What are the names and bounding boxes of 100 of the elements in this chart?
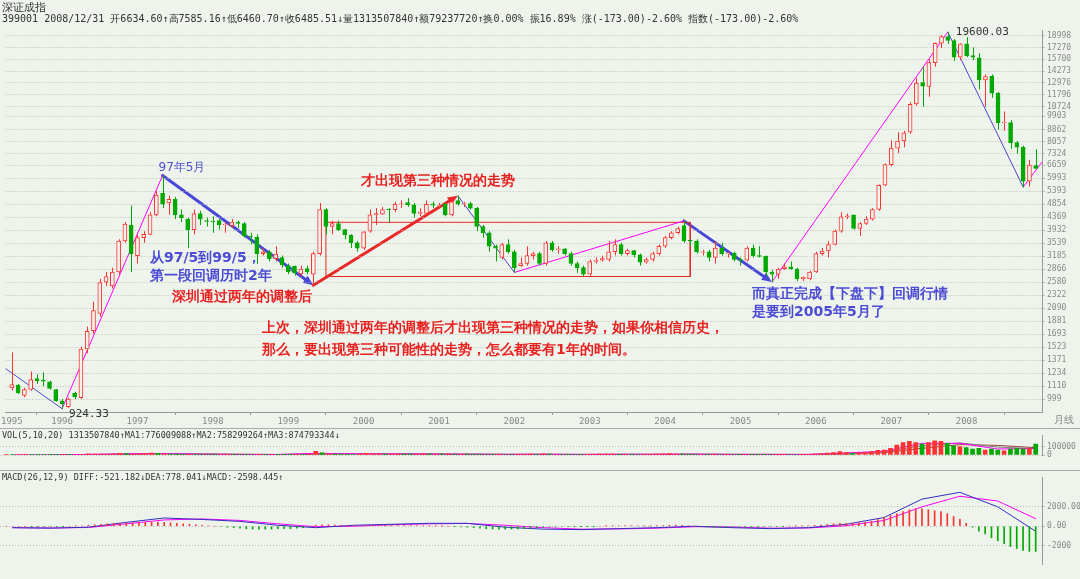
y-tick-label: 12976: [1047, 77, 1072, 87]
annotation: 是要到2005年5月了: [752, 302, 885, 320]
candlestick: [876, 183, 882, 212]
chart-title: 深证成指: [2, 0, 46, 14]
y-tick-label: 2000.00: [1047, 501, 1080, 511]
annotation: 深圳通过两年的调整后: [172, 287, 313, 306]
bar: [957, 446, 963, 455]
y-tick-label: 8057: [1047, 136, 1067, 146]
candlestick: [223, 221, 228, 234]
x-axis-title: 月线: [1054, 413, 1074, 427]
x-tick-label: 1996: [51, 415, 73, 426]
candlestick: [713, 240, 718, 265]
x-tick-label: 2003: [578, 415, 601, 426]
candlestick: [895, 131, 900, 154]
y-tick-label: 10724: [1047, 101, 1072, 111]
candlestick: [311, 251, 316, 286]
candlestick: [28, 370, 34, 392]
y-tick-label: 2866: [1047, 264, 1067, 274]
y-tick-label: 1371: [1047, 355, 1067, 365]
y-tick-label: 9903: [1047, 111, 1067, 121]
annotation: 那么，要出现第三种可能性的走势，怎么都要有1年的时间。: [262, 340, 636, 358]
y-tick-label: 3185: [1047, 251, 1067, 261]
candlestick: [932, 42, 938, 68]
x-tick-label: 1999: [277, 415, 300, 426]
candlestick: [983, 73, 988, 108]
candlestick: [1001, 110, 1007, 132]
annotation: 才出现第三种情况的走势: [360, 170, 515, 189]
y-tick-label: 8862: [1047, 125, 1067, 135]
annotation: 第一段回调历时2年: [150, 266, 272, 284]
candlestick: [1027, 159, 1032, 188]
x-tick-label: 2005: [729, 415, 752, 426]
candlestick: [512, 249, 517, 273]
candlestick: [543, 240, 549, 267]
y-tick-label: 3539: [1047, 238, 1067, 248]
y-tick-label: 4854: [1047, 199, 1067, 209]
candlestick: [1008, 119, 1013, 150]
y-tick-label: 0.00: [1047, 521, 1067, 531]
y-tick-label: 18998: [1047, 30, 1072, 40]
y-tick-label: 2090: [1047, 303, 1067, 313]
y-tick-label: 1234: [1047, 368, 1067, 378]
x-tick-label: 1998: [202, 415, 224, 426]
y-tick-label: 2580: [1047, 277, 1067, 287]
annotation: 19600.03: [955, 24, 1009, 38]
x-tick-label: 2002: [503, 415, 526, 426]
candlestick: [606, 240, 611, 262]
y-tick-label: 2322: [1047, 290, 1067, 300]
candlestick: [914, 77, 919, 107]
candlestick: [210, 215, 216, 234]
bar: [1020, 448, 1026, 455]
y-tick-label: 15700: [1047, 54, 1072, 64]
candlestick: [486, 230, 492, 253]
bar: [843, 452, 849, 455]
y-tick-label: 17270: [1047, 42, 1072, 52]
y-tick-label: 1881: [1047, 316, 1067, 326]
y-tick-label: 5993: [1047, 173, 1067, 183]
x-tick-label: 2007: [880, 415, 903, 426]
y-tick-label: -2000: [1047, 540, 1072, 550]
y-tick-label: 100000: [1047, 441, 1077, 451]
x-tick-label: 1995: [0, 415, 23, 426]
y-tick-label: 999: [1047, 394, 1062, 404]
candlestick: [888, 139, 894, 167]
x-tick-label: 2008: [955, 415, 978, 426]
y-tick-label: 7324: [1047, 148, 1067, 158]
annotation: 上次，深圳通过两年的调整后才出现第三种情况的走势，如果你相信历史，: [262, 318, 724, 336]
y-tick-label: 1693: [1047, 329, 1067, 339]
annotation: 而真正完成【下盘下】回调行情: [751, 284, 948, 303]
candlestick: [91, 301, 96, 335]
candlestick: [185, 217, 191, 249]
candlestick: [110, 267, 115, 289]
annotation: 97年5月: [158, 159, 206, 174]
chart-subtitle: 399001 2008/12/31 开6634.60↑高7585.16↑低6460.70↑收6485.51↓量1313507840↑额79237720↑换0.00% 振16.89% 涨(-173.00)-2.60% 指数(-173.00)-2.60%: [2, 13, 799, 26]
y-tick-label: 4369: [1047, 212, 1067, 222]
bar: [1027, 447, 1032, 455]
x-tick-label: 2001: [428, 415, 450, 426]
chart-title: MACD(26,12,9) DIFF:-521.182↓DEA:778.041↓MACD:-2598.445↑: [2, 472, 284, 482]
candlestick: [160, 174, 165, 209]
candlestick: [964, 36, 969, 58]
y-tick-label: 1523: [1047, 342, 1067, 352]
bar: [1033, 443, 1039, 455]
bar: [837, 451, 843, 455]
candlestick: [474, 206, 479, 232]
candlestick: [248, 232, 253, 246]
x-tick-label: 2004: [654, 415, 676, 426]
annotation: 从97/5到99/5，: [150, 248, 261, 266]
candlestick: [153, 190, 159, 217]
x-tick-label: 2006: [805, 415, 827, 426]
bar: [1001, 450, 1007, 455]
y-tick-label: 11796: [1047, 89, 1072, 99]
candlestick: [976, 52, 982, 91]
candlestick: [989, 73, 995, 99]
x-tick-label: 2000: [352, 415, 375, 426]
y-tick-label: 0: [1047, 450, 1052, 460]
x-tick-label: 1997: [126, 415, 149, 426]
chart-title: VOL(5,10,20) 1313507840↑MA1:776009088↑MA2:758299264↑MA3:874793344↓: [2, 430, 340, 440]
candlestick: [84, 326, 90, 354]
y-tick-label: 3932: [1047, 225, 1067, 235]
candlestick: [920, 66, 925, 108]
candlestick: [386, 207, 392, 223]
y-tick-label: 5393: [1047, 186, 1067, 196]
candlestick: [135, 233, 140, 265]
